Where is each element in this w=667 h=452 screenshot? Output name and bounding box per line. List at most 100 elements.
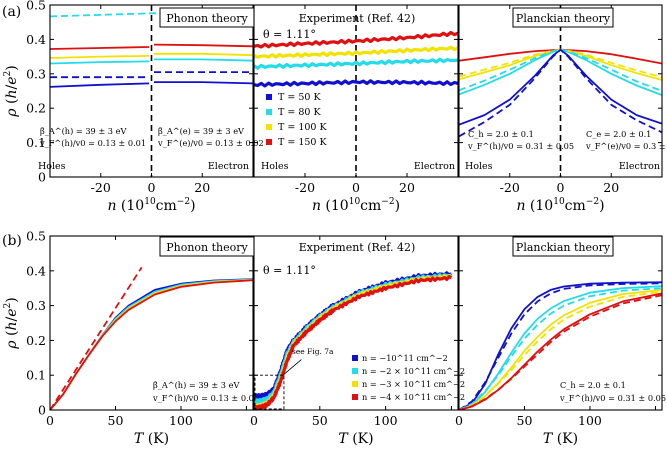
legend-swatch-n3 — [352, 381, 358, 387]
series-line-b2-3 — [254, 275, 453, 410]
annot-a3-vf-holes: v_F^(h)/v0 = 0.31 ± 0.05 — [467, 141, 574, 151]
series-group-a1 — [50, 5, 253, 177]
legend-swatch-50k — [266, 94, 272, 100]
series-group-b2 — [254, 271, 453, 410]
plot-area-a3: -20 0 20 n (1010cm−2) — [458, 4, 663, 214]
series-line-a1-3-holes — [50, 82, 150, 88]
series-line-a1-0-holes — [50, 46, 150, 50]
xtick-label-a3-2: 20 — [603, 180, 619, 195]
ytick-label-a1-1: 0.1 — [26, 135, 46, 150]
plot-area-a2: -20 0 20 n (1010cm−2) — [253, 4, 459, 214]
legend-swatch-100k — [266, 124, 272, 130]
series-line-a1-3-electrons — [154, 81, 253, 85]
xtick-label-a2-0: -20 — [295, 180, 315, 195]
ylabel-a1: ρ (h/e2) — [3, 65, 20, 117]
title-box-a3 — [512, 7, 614, 28]
series-line-a2-3 — [254, 79, 458, 88]
xtick-label-b2-1: 50 — [312, 413, 328, 428]
panel-b1-phonon-vs-temperature: 0 50 100 0 0.1 0.2 0.3 0.4 0.5 T (K) ρ (h/e2) Phon… — [3, 229, 259, 448]
annot-a1-vf-electrons: v_F^(e)/v0 = 0.13 ± 0.02 — [157, 138, 264, 148]
legend-b2: n = −10^11 cm^−2 n = −2 × 10^11 cm^−2 n … — [352, 353, 465, 402]
legend-label-n4: n = −4 × 10^11 cm^−2 — [362, 392, 465, 402]
title-b3: Planckian theory — [516, 241, 611, 254]
annot-a3-ce: C_e = 2.0 ± 0.1 — [586, 129, 651, 139]
xlabel-a3: n (1010cm−2) — [516, 197, 604, 214]
xtick-label-b3-0: 0 — [455, 413, 463, 428]
series-line-a1-2-electrons — [154, 58, 253, 62]
series-group-a2 — [254, 5, 458, 177]
legend-swatch-80k — [266, 109, 272, 115]
series-line-b1-1 — [50, 278, 253, 410]
legend-swatch-n4 — [352, 394, 358, 400]
xtick-label-a3-0: -20 — [500, 180, 520, 195]
series-line-a3-5 — [459, 48, 662, 92]
series-line-a2-2 — [254, 57, 458, 70]
series-line-b3-2 — [459, 285, 662, 410]
legend-swatch-n2 — [352, 368, 358, 374]
inset-note-b2: see Fig. 7a — [292, 347, 334, 356]
series-group-b3 — [459, 281, 662, 410]
series-line-a2-1 — [254, 45, 458, 59]
ytick-label-a1-5: 0.5 — [26, 0, 46, 13]
xtick-label-b1-2: 100 — [169, 413, 193, 428]
series-line-b3-0 — [459, 281, 662, 410]
inset-box-b2 — [254, 374, 285, 410]
annot-a1-beta-holes: β̃_A^(h) = 39 ± 3 eV — [40, 126, 127, 136]
legend-label-n1: n = −10^11 cm^−2 — [362, 353, 448, 363]
ylabel-b1: ρ (h/e2) — [3, 297, 20, 349]
annot-a1-beta-electrons: β̃_A^(e) = 39 ± 3 eV — [158, 126, 245, 136]
ytick-label-b1-1: 0.1 — [26, 368, 46, 383]
series-line-a3-6 — [459, 48, 662, 138]
ytick-label-a1-4: 0.4 — [26, 32, 46, 47]
xlabel-b1: T (K) — [134, 431, 169, 447]
series-line-a2-0 — [254, 30, 458, 49]
title-a3: Planckian theory — [516, 12, 611, 25]
panel-a3-planckian-vs-density: -20 0 20 n (1010cm−2) Planckian theory C_h … — [458, 4, 667, 214]
plot-area-b1: 0 50 100 0 0.1 0.2 0.3 0.4 0.5 T (K) ρ (h/e2) — [3, 229, 254, 447]
series-line-b1-0 — [50, 278, 253, 410]
legend-label-80k: T = 80 K — [278, 107, 321, 118]
holes-label-a2: Holes — [261, 161, 289, 172]
xtick-label-b2-2: 100 — [374, 413, 398, 428]
annot-a3-vf-electrons: v_F^(e)/v0 = 0.3 ± 0.1 — [585, 141, 667, 151]
legend-label-150k: T = 150 K — [278, 137, 327, 148]
series-line-b1-3 — [50, 279, 253, 410]
series-line-b3-1 — [459, 282, 662, 410]
series-group-a3 — [459, 5, 662, 177]
legend-a2: T = 50 K T = 80 K T = 100 K T = 150 K — [266, 92, 327, 148]
title-b2: Experiment (Ref. 42) — [299, 241, 416, 254]
annot-b3-ch: C_h = 2.0 ± 0.1 — [560, 380, 626, 390]
ytick-label-a1-2: 0.2 — [26, 101, 46, 116]
electron-label-a1: Electron — [208, 161, 249, 172]
xtick-label-a1-0: -20 — [91, 180, 111, 195]
xlabel-a2: n (1010cm−2) — [312, 197, 400, 214]
legend-label-100k: T = 100 K — [278, 122, 327, 133]
annot-a3-ch: C_h = 2.0 ± 0.1 — [468, 129, 534, 139]
series-line-a3-4 — [459, 48, 662, 79]
xtick-label-a3-1: 0 — [557, 180, 565, 195]
series-line-b1-2 — [50, 278, 253, 410]
axes-frame-b2 — [253, 235, 459, 411]
title-a2: Experiment (Ref. 42) — [299, 12, 416, 25]
annot-b1-vf: v_F^(h)/v0 = 0.13 ± 0.01 — [152, 393, 259, 403]
panel-label-a: (a) — [2, 4, 21, 20]
axes-frame-b3 — [458, 235, 663, 411]
series-line-a1-1-holes — [50, 55, 150, 59]
xtick-label-b1-1: 50 — [108, 413, 124, 428]
ytick-label-a1-0: 0 — [38, 170, 46, 185]
xtick-label-b3-2: 100 — [578, 413, 602, 428]
axes-frame-b1 — [49, 235, 254, 411]
legend-swatch-150k — [266, 139, 272, 145]
xlabel-a1: n (1010cm−2) — [107, 197, 195, 214]
electron-label-a2: Electron — [414, 161, 455, 172]
xtick-label-b1-0: 0 — [46, 413, 54, 428]
series-line-b3-7 — [459, 294, 662, 410]
series-line-b3-5 — [459, 290, 662, 410]
panel-a2-experiment-vs-density: -20 0 20n (1010cm−2) Experiment (Ref. 42) … — [253, 4, 459, 214]
ytick-label-b1-4: 0.4 — [26, 263, 46, 278]
panel-label-b: (b) — [2, 233, 22, 249]
